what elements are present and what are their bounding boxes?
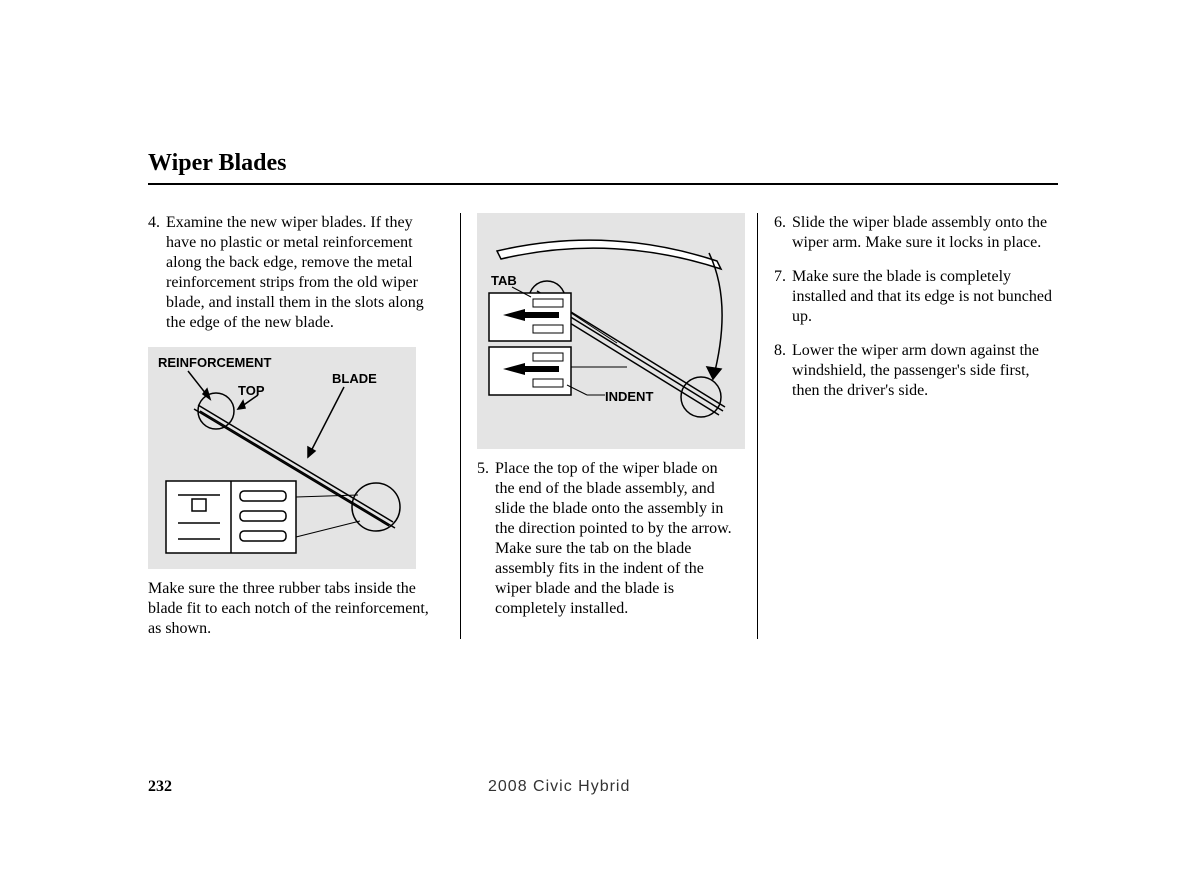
figure-2: TAB INDENT (477, 213, 745, 449)
step-number: 4. (148, 213, 166, 333)
step-text: Slide the wiper blade assembly onto the … (792, 213, 1058, 253)
column-2: TAB INDENT (460, 213, 758, 639)
label-tab: TAB (491, 273, 517, 288)
step-number: 8. (774, 341, 792, 401)
step-5: 5. Place the top of the wiper blade on t… (477, 459, 741, 619)
columns-container: 4. Examine the new wiper blades. If they… (148, 213, 1058, 639)
footer-doc-title: 2008 Civic Hybrid (488, 778, 630, 796)
page-number: 232 (148, 778, 172, 796)
label-indent: INDENT (605, 389, 653, 404)
step-number: 7. (774, 267, 792, 327)
step-6: 6. Slide the wiper blade assembly onto t… (774, 213, 1058, 253)
column-3: 6. Slide the wiper blade assembly onto t… (758, 213, 1058, 639)
column-1: 4. Examine the new wiper blades. If they… (148, 213, 460, 639)
step-number: 5. (477, 459, 495, 619)
step-text: Lower the wiper arm down against the win… (792, 341, 1058, 401)
page-title: Wiper Blades (148, 150, 1058, 177)
label-blade: BLADE (332, 371, 377, 386)
step-7: 7. Make sure the blade is completely ins… (774, 267, 1058, 327)
title-rule (148, 183, 1058, 185)
step-4: 4. Examine the new wiper blades. If they… (148, 213, 444, 333)
step-text: Examine the new wiper blades. If they ha… (166, 213, 444, 333)
page-content: Wiper Blades 4. Examine the new wiper bl… (148, 150, 1058, 639)
paragraph-after-fig1: Make sure the three rubber tabs inside t… (148, 579, 444, 639)
label-reinforcement: REINFORCEMENT (158, 355, 271, 370)
step-8: 8. Lower the wiper arm down against the … (774, 341, 1058, 401)
step-text: Make sure the blade is completely instal… (792, 267, 1058, 327)
figure-2-svg (477, 213, 745, 449)
label-top: TOP (238, 383, 265, 398)
figure-1: REINFORCEMENT TOP BLADE (148, 347, 416, 569)
step-number: 6. (774, 213, 792, 253)
step-text: Place the top of the wiper blade on the … (495, 459, 741, 619)
